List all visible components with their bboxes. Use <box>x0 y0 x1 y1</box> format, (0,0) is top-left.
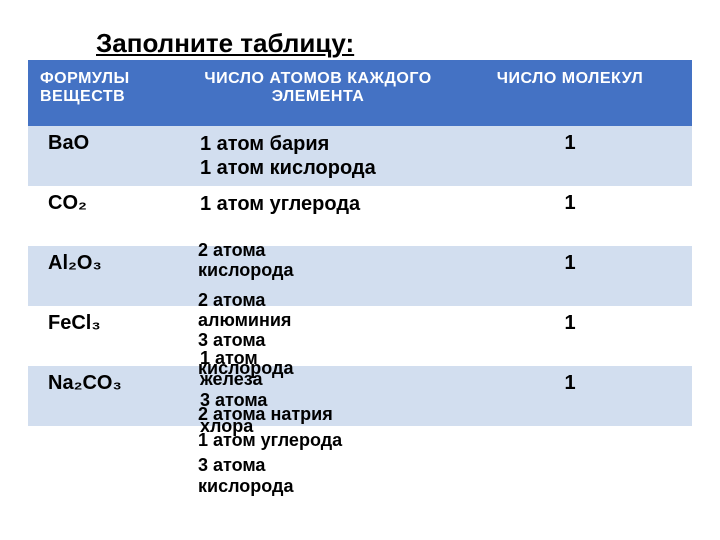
header-molecules: ЧИСЛО МОЛЕКУЛ <box>448 60 692 126</box>
cell-atoms <box>188 306 448 366</box>
cell-atoms: 1 атом бария1 атом кислорода <box>188 126 448 186</box>
chemistry-table: ФОРМУЛЫ ВЕЩЕСТВ ЧИСЛО АТОМОВ КАЖДОГО ЭЛЕ… <box>28 60 692 426</box>
table-row: CO₂ 1 атом углерода 1 <box>28 186 692 246</box>
cell-molecules: 1 <box>448 366 692 426</box>
cell-formula: FeCl₃ <box>28 306 188 366</box>
table-row: BaO 1 атом бария1 атом кислорода 1 <box>28 126 692 186</box>
cell-molecules: 1 <box>448 306 692 366</box>
table-row: Al₂O₃ 1 <box>28 246 692 306</box>
table-row: Na₂CO₃ 1 <box>28 366 692 426</box>
cell-molecules: 1 <box>448 186 692 246</box>
cell-formula: Na₂CO₃ <box>28 366 188 426</box>
overflow-text: 1 атом углерода <box>198 430 342 452</box>
page-title: Заполните таблицу: <box>96 28 354 59</box>
header-formula: ФОРМУЛЫ ВЕЩЕСТВ <box>28 60 188 126</box>
cell-atoms <box>188 366 448 426</box>
cell-atoms <box>188 246 448 306</box>
overflow-text: 3 атома <box>198 455 265 477</box>
cell-formula: BaO <box>28 126 188 186</box>
table-header-row: ФОРМУЛЫ ВЕЩЕСТВ ЧИСЛО АТОМОВ КАЖДОГО ЭЛЕ… <box>28 60 692 126</box>
header-atoms: ЧИСЛО АТОМОВ КАЖДОГО ЭЛЕМЕНТА <box>188 60 448 126</box>
table-row: FeCl₃ 1 <box>28 306 692 366</box>
overflow-text: кислорода <box>198 476 293 498</box>
cell-atoms: 1 атом углерода <box>188 186 448 246</box>
cell-molecules: 1 <box>448 126 692 186</box>
cell-formula: Al₂O₃ <box>28 246 188 306</box>
cell-molecules: 1 <box>448 246 692 306</box>
cell-formula: CO₂ <box>28 186 188 246</box>
